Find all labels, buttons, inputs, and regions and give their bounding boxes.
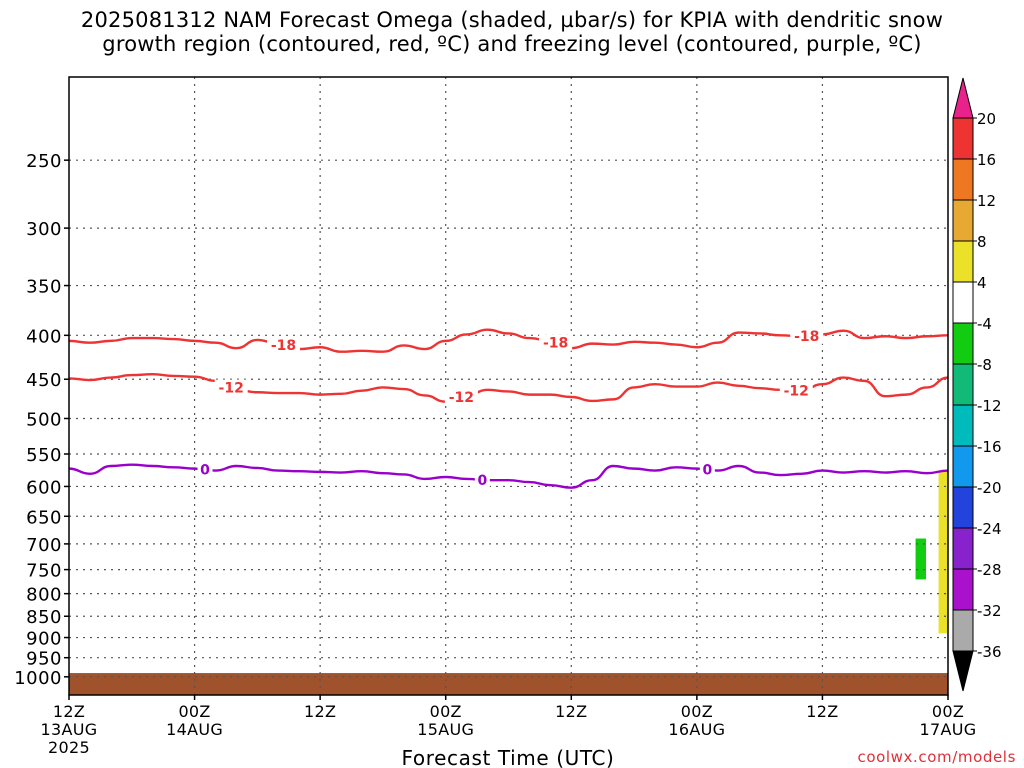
x-tick-label: 12Z <box>53 702 85 721</box>
contour-label-bg <box>699 461 715 478</box>
colorbar-label: -24 <box>977 520 1002 538</box>
credit-link[interactable]: coolwx.com/models <box>857 748 1016 766</box>
y-tick-label: 700 <box>26 535 62 556</box>
colorbar-label: 16 <box>977 151 996 169</box>
chart-title-line-2: growth region (contoured, red, ºC) and f… <box>102 32 922 56</box>
colorbar-arrow-top <box>952 77 974 119</box>
colorbar-arrow-bottom <box>952 650 974 692</box>
contour-line-2 <box>68 373 949 403</box>
contour-label-bg <box>267 336 301 353</box>
colorbar-label: -12 <box>977 397 1002 415</box>
colorbar-label: -20 <box>977 479 1002 497</box>
y-tick-label: 500 <box>26 409 62 430</box>
colorbar-label: 12 <box>977 192 996 210</box>
colorbar-segment <box>952 404 974 447</box>
contour-label: -18 <box>794 329 819 345</box>
contour-label-bg <box>790 327 824 344</box>
shaded-region-2 <box>915 538 927 580</box>
contour-label: 0 <box>477 473 487 489</box>
contour-label: -18 <box>543 336 568 352</box>
colorbar-segment <box>952 240 974 283</box>
y-tick-label: 650 <box>26 507 62 528</box>
y-tick-label: 550 <box>26 445 62 466</box>
x-axis-label: Forecast Time (UTC) <box>402 746 615 768</box>
colorbar: 20 16 12 8 4 -4 -8 -12 -16 -20 -24 -28 -32 -36 <box>952 77 1002 692</box>
x-tick-label: 12Z <box>555 702 587 721</box>
contour-label: 0 <box>702 463 712 479</box>
x-tick-label: 13AUG <box>41 720 98 739</box>
y-tick-label: 950 <box>26 649 62 670</box>
y-tick-label: 250 <box>26 151 62 172</box>
colorbar-segment <box>952 568 974 611</box>
colorbar-label: 20 <box>977 110 996 128</box>
contour-line-3 <box>68 463 949 489</box>
contour-label: -18 <box>271 338 296 354</box>
colorbar-segment <box>952 363 974 406</box>
y-tick-label: 300 <box>26 219 62 240</box>
x-tick-label: 00Z <box>430 702 462 721</box>
contour-label: 0 <box>200 463 210 479</box>
x-tick-label: 12Z <box>304 702 336 721</box>
y-tick-label: 400 <box>26 326 62 347</box>
colorbar-segment <box>952 609 974 652</box>
contour-label: -12 <box>219 381 244 397</box>
y-tick-label: 900 <box>26 629 62 650</box>
contour-label-bg <box>539 334 573 351</box>
x-tick-label: 2025 <box>48 738 90 757</box>
contour-label: -12 <box>784 383 809 399</box>
colorbar-label: -16 <box>977 438 1002 456</box>
colorbar-segment <box>952 281 974 324</box>
plot-border <box>68 76 949 696</box>
colorbar-segment <box>952 158 974 201</box>
colorbar-label: -4 <box>977 315 992 333</box>
contour-label-bg <box>474 471 490 488</box>
colorbar-segment <box>952 445 974 488</box>
colorbar-label: -8 <box>977 356 992 374</box>
y-tick-label: 450 <box>26 370 62 391</box>
x-tick-label: 00Z <box>932 702 964 721</box>
colorbar-label: -32 <box>977 602 1002 620</box>
shaded-region-1 <box>938 470 948 634</box>
colorbar-segment <box>952 322 974 365</box>
x-tick-label: 15AUG <box>417 720 474 739</box>
colorbar-segment <box>952 486 974 529</box>
colorbar-label: 4 <box>977 274 987 292</box>
contour-label-bg <box>444 389 478 406</box>
contour-label-bg <box>214 379 248 396</box>
x-tick-label: 17AUG <box>920 720 977 739</box>
x-tick-label: 16AUG <box>668 720 725 739</box>
x-tick-label: 12Z <box>806 702 838 721</box>
shaded-region-3 <box>69 673 948 695</box>
plot-frame <box>68 76 949 696</box>
y-tick-label: 750 <box>26 561 62 582</box>
chart-title-line-1: 2025081312 NAM Forecast Omega (shaded, µ… <box>80 8 944 32</box>
y-axis-ticks: 2503003504004505005506006507007508008509… <box>14 151 69 689</box>
contour-label-bg <box>197 461 213 478</box>
colorbar-segment <box>952 117 974 160</box>
y-tick-label: 600 <box>26 477 62 498</box>
x-tick-label: 00Z <box>681 702 713 721</box>
y-tick-label: 1000 <box>14 668 62 689</box>
x-tick-label: 14AUG <box>166 720 223 739</box>
y-tick-label: 800 <box>26 585 62 606</box>
y-tick-label: 850 <box>26 607 62 628</box>
colorbar-segment <box>952 527 974 570</box>
shaded-omega-layer <box>69 470 948 695</box>
x-tick-label: 00Z <box>178 702 210 721</box>
contour-label-bg <box>779 382 813 399</box>
colorbar-label: -28 <box>977 561 1002 579</box>
colorbar-label: 8 <box>977 233 987 251</box>
colorbar-segment <box>952 199 974 242</box>
y-tick-label: 350 <box>26 277 62 298</box>
contour-lines: -18 -18 -18 -12 -12 -12 0 0 0 <box>68 327 949 489</box>
colorbar-label: -36 <box>977 643 1002 661</box>
contour-label: -12 <box>449 390 474 406</box>
